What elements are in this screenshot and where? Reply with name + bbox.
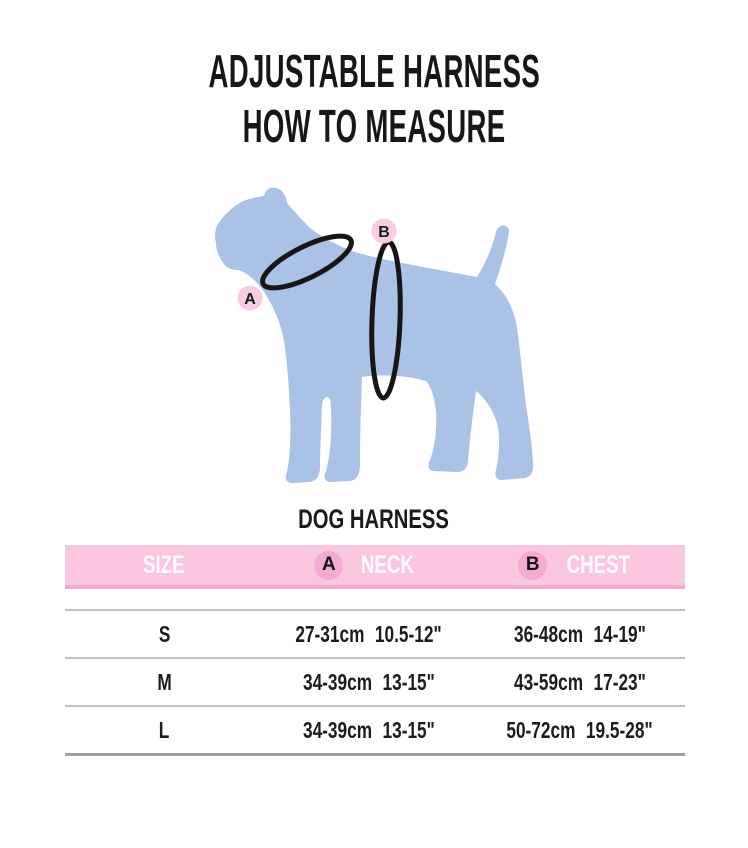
size-value: M — [157, 668, 172, 695]
measure-badge-a-label: A — [244, 291, 256, 308]
chest-inch-value: 17-23" — [593, 668, 646, 695]
chest-cell: 50-72cm 19.5-28" — [474, 717, 685, 744]
size-value: L — [158, 716, 170, 743]
neck-measure-loop — [260, 233, 354, 291]
neck-cell: 34-39cm 13-15" — [263, 717, 474, 744]
neck-inch-value: 10.5-12" — [375, 620, 442, 647]
page-title: ADJUSTABLE HARNESS HOW TO MEASURE — [0, 44, 748, 154]
table-body: S 27-31cm 10.5-12" 36-48cm 14-19" M 34-39c… — [65, 609, 685, 756]
page-title-line1: ADJUSTABLE HARNESS — [208, 45, 540, 97]
size-header-label: SIZE — [143, 550, 186, 579]
chest-badge-icon: B — [518, 550, 548, 580]
neck-badge-icon: A — [314, 550, 344, 580]
neck-inch-value: 13-15" — [382, 716, 435, 743]
neck-cell: 34-39cm 13-15" — [263, 669, 474, 696]
chest-header-label: CHEST — [566, 550, 631, 579]
chest-inch-value: 19.5-28" — [586, 716, 653, 743]
chest-cell: 43-59cm 17-23" — [474, 669, 685, 696]
size-cell: M — [65, 669, 263, 696]
page-title-line2: HOW TO MEASURE — [242, 100, 506, 152]
size-cell: L — [65, 717, 263, 744]
neck-inch-value: 13-15" — [382, 668, 435, 695]
chest-column-header: B CHEST — [474, 550, 685, 580]
chest-cm-value: 50-72cm — [506, 716, 576, 743]
neck-header-label: NECK — [361, 550, 415, 579]
size-column-header: SIZE — [65, 551, 263, 580]
neck-cell: 27-31cm 10.5-12" — [263, 621, 474, 648]
neck-cm-value: 34-39cm — [302, 716, 372, 743]
chest-cm-value: 43-59cm — [513, 668, 583, 695]
chest-cell: 36-48cm 14-19" — [474, 621, 685, 648]
measure-badge-b-label: B — [378, 224, 390, 241]
neck-cm-value: 34-39cm — [302, 668, 372, 695]
size-chart-table: SIZE A NECK B CHEST S 27-31cm 10.5-12" 3 — [65, 545, 685, 756]
measure-badge-b-icon: B — [371, 218, 397, 244]
neck-column-header: A NECK — [263, 550, 474, 580]
chest-inch-value: 14-19" — [593, 620, 646, 647]
size-value: S — [158, 620, 170, 647]
size-cell: S — [65, 621, 263, 648]
neck-cm-value: 27-31cm — [295, 620, 365, 647]
dog-illustration: A B — [215, 187, 534, 483]
table-caption-text: DOG HARNESS — [298, 504, 450, 534]
chest-cm-value: 36-48cm — [513, 620, 583, 647]
table-row-s: S 27-31cm 10.5-12" 36-48cm 14-19" — [65, 609, 685, 657]
table-row-l: L 34-39cm 13-15" 50-72cm 19.5-28" — [65, 705, 685, 753]
measure-badge-a-icon: A — [237, 285, 263, 311]
table-caption: DOG HARNESS — [0, 503, 748, 535]
table-header-row: SIZE A NECK B CHEST — [65, 545, 685, 589]
table-row-m: M 34-39cm 13-15" 43-59cm 17-23" — [65, 657, 685, 705]
